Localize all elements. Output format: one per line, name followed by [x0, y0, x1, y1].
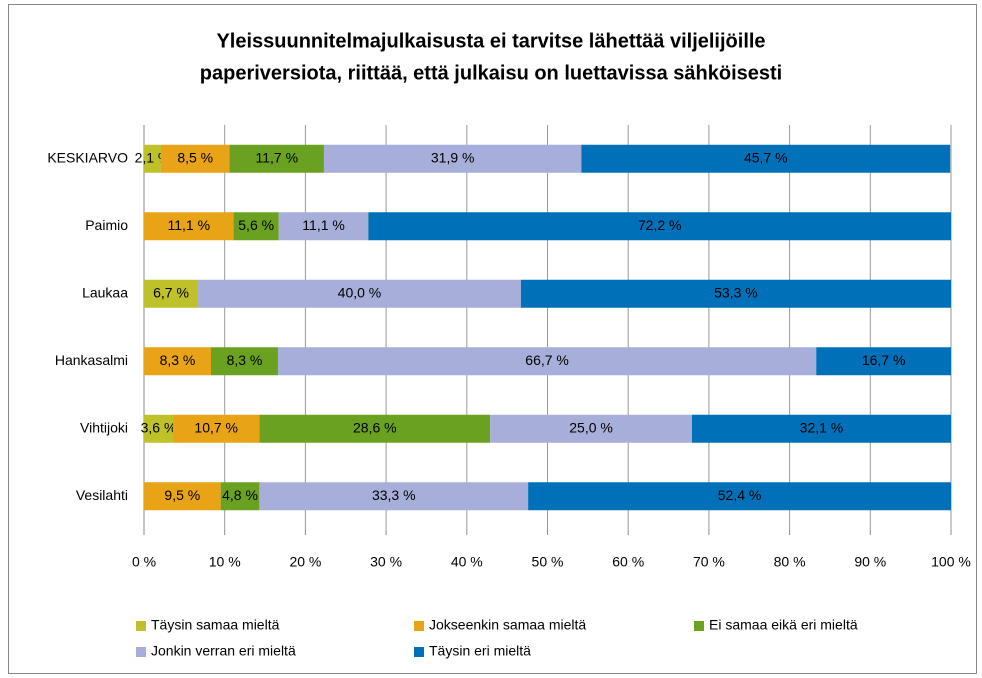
data-label: 11,1 %	[168, 217, 211, 233]
bar-segment	[581, 144, 951, 173]
chart-title: paperiversiota, riittää, että julkaisu o…	[200, 62, 782, 84]
bar-segment	[144, 414, 174, 443]
data-label: 40,0 %	[338, 284, 382, 300]
legend-swatch	[136, 647, 146, 657]
legend-label: Täysin eri mieltä	[429, 643, 531, 659]
bar-segment	[278, 212, 369, 241]
bar-segment	[160, 144, 230, 173]
data-label: 16,7 %	[862, 352, 906, 368]
x-tick-label: 60 %	[612, 554, 644, 570]
x-tick-label: 10 %	[209, 554, 241, 570]
data-label: 32,1 %	[800, 419, 844, 435]
data-label: 52,4 %	[718, 487, 762, 503]
y-tick-label: Vihtijoki	[80, 419, 128, 435]
y-tick-label: Laukaa	[82, 284, 128, 300]
bar-segment	[220, 482, 260, 511]
data-label: 6,7 %	[153, 284, 189, 300]
y-tick-label: Paimio	[85, 217, 128, 233]
data-label: 8,5 %	[177, 149, 213, 165]
data-label: 8,3 %	[160, 352, 196, 368]
legend-label: Täysin samaa mieltä	[151, 617, 280, 633]
data-label: 11,7 %	[255, 149, 298, 165]
x-tick-label: 0 %	[132, 554, 156, 570]
bar-segment	[323, 144, 582, 173]
bar-segment	[233, 212, 279, 241]
x-tick-label: 40 %	[451, 554, 483, 570]
y-tick-label: KESKIARVO	[47, 149, 128, 165]
x-tick-label: 70 %	[693, 554, 725, 570]
chart-frame	[8, 4, 977, 674]
data-label: 31,9 %	[431, 149, 475, 165]
bar-segment	[691, 414, 951, 443]
data-label: 66,7 %	[525, 352, 569, 368]
data-label: 45,7 %	[744, 149, 788, 165]
legend-label: Ei samaa eikä eri mieltä	[709, 617, 858, 633]
legend-swatch	[414, 621, 424, 631]
legend-label: Jokseenkin samaa mieltä	[429, 617, 586, 633]
bar-segment	[520, 279, 951, 308]
data-label: 10,7 %	[194, 419, 238, 435]
bar-segment	[144, 144, 161, 173]
legend-swatch	[136, 621, 146, 631]
data-label: 8,3 %	[227, 352, 263, 368]
bar-segment	[144, 482, 221, 511]
legend-swatch	[694, 621, 704, 631]
y-tick-label: Hankasalmi	[55, 352, 128, 368]
data-label: 28,6 %	[353, 419, 397, 435]
bar-segment	[368, 212, 951, 241]
x-tick-label: 20 %	[289, 554, 321, 570]
bar-segment	[259, 482, 529, 511]
data-label: 25,0 %	[569, 419, 613, 435]
bar-segment	[144, 212, 234, 241]
data-label: 11,1 %	[302, 217, 345, 233]
x-tick-label: 30 %	[370, 554, 402, 570]
x-tick-label: 100 %	[931, 554, 971, 570]
bar-segment	[277, 347, 817, 376]
x-tick-label: 90 %	[854, 554, 886, 570]
bar-segment	[144, 279, 199, 308]
bar-segment	[528, 482, 951, 511]
y-tick-label: Vesilahti	[76, 487, 128, 503]
bar-segment	[816, 347, 951, 376]
bar-segment	[198, 279, 521, 308]
bar-segment	[259, 414, 491, 443]
legend-swatch	[414, 647, 424, 657]
bar-segment	[490, 414, 692, 443]
data-label: 9,5 %	[164, 487, 200, 503]
chart-title: Yleissuunnitelmajulkaisusta ei tarvitse …	[216, 30, 765, 52]
data-label: 5,6 %	[238, 217, 274, 233]
data-label: 33,3 %	[372, 487, 416, 503]
data-label: 72,2 %	[638, 217, 682, 233]
data-label: 4,8 %	[222, 487, 258, 503]
data-label: 3,6 %	[141, 419, 177, 435]
x-tick-label: 80 %	[774, 554, 806, 570]
data-label: 53,3 %	[714, 284, 758, 300]
x-tick-label: 50 %	[532, 554, 564, 570]
bar-segment	[173, 414, 260, 443]
bar-segment	[229, 144, 324, 173]
legend-label: Jonkin verran eri mieltä	[151, 643, 296, 659]
bar-segment	[210, 347, 278, 376]
bar-segment	[144, 347, 211, 376]
